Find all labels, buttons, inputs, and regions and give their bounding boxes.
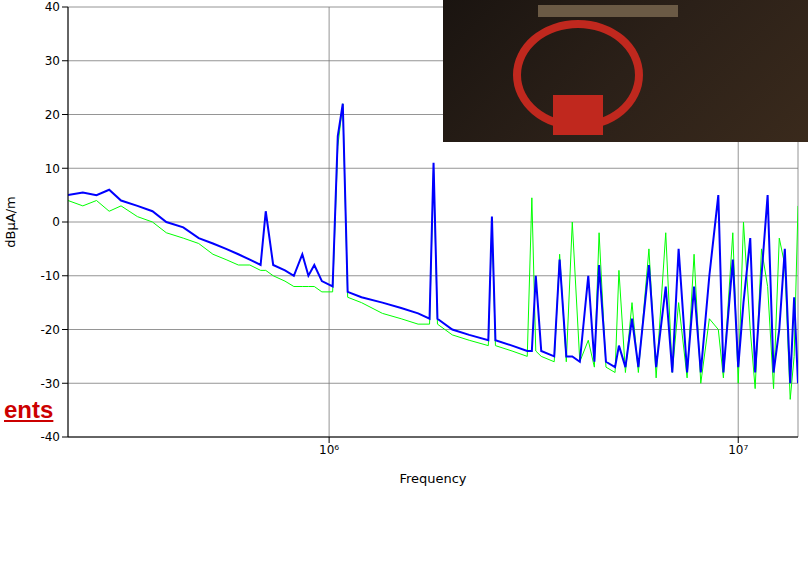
svg-text:10⁷: 10⁷ — [728, 443, 748, 457]
svg-text:30: 30 — [45, 54, 60, 68]
svg-text:-40: -40 — [40, 430, 60, 444]
svg-text:40: 40 — [45, 0, 60, 14]
html-text:ents: ents — [4, 396, 54, 423]
svg-text:dBµA/m: dBµA/m — [3, 196, 18, 247]
svg-text:-20: -20 — [40, 323, 60, 337]
svg-text:-10: -10 — [40, 269, 60, 283]
svg-text:10⁶: 10⁶ — [319, 443, 339, 457]
svg-text:10: 10 — [45, 162, 60, 176]
svg-text:0: 0 — [52, 215, 60, 229]
svg-text:20: 20 — [45, 108, 60, 122]
svg-text:-30: -30 — [40, 377, 60, 391]
svg-text:Frequency: Frequency — [399, 471, 466, 486]
